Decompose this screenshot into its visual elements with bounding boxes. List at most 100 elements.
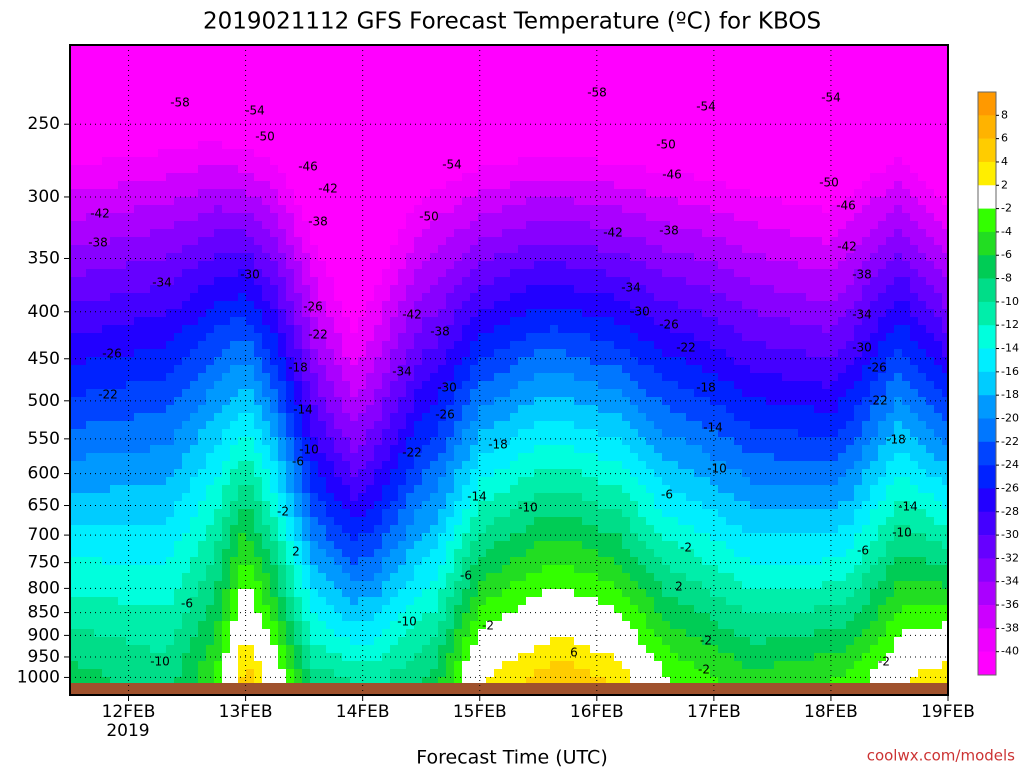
field-cell [222, 389, 231, 398]
field-cell [262, 589, 271, 598]
field-cell [206, 277, 215, 286]
field-cell [198, 77, 207, 86]
field-cell [510, 93, 519, 102]
field-cell [470, 325, 479, 334]
field-cell [246, 373, 255, 382]
field-cell [478, 269, 487, 278]
field-cell [118, 125, 127, 134]
field-cell [478, 101, 487, 110]
field-cell [446, 69, 455, 78]
field-cell [278, 549, 287, 558]
field-cell [414, 133, 423, 142]
field-cell [398, 437, 407, 446]
field-cell [406, 581, 415, 590]
field-cell [550, 253, 559, 262]
field-cell [78, 165, 87, 174]
field-cell [310, 197, 319, 206]
field-cell [166, 405, 175, 414]
field-cell [510, 637, 519, 646]
field-cell [302, 333, 311, 342]
field-cell [302, 445, 311, 454]
field-cell [438, 373, 447, 382]
field-cell [94, 141, 103, 150]
field-cell [374, 381, 383, 390]
field-cell [294, 173, 303, 182]
field-cell [326, 85, 335, 94]
field-cell [494, 309, 503, 318]
field-cell [246, 285, 255, 294]
field-cell [446, 661, 455, 670]
field-cell [518, 669, 527, 678]
field-cell [294, 237, 303, 246]
field-cell [334, 333, 343, 342]
field-cell [462, 645, 471, 654]
field-cell [190, 261, 199, 270]
field-cell [262, 253, 271, 262]
field-cell [182, 429, 191, 438]
field-cell [174, 365, 183, 374]
field-cell [198, 421, 207, 430]
field-cell [470, 293, 479, 302]
field-cell [78, 421, 87, 430]
field-cell [158, 181, 167, 190]
field-cell [542, 261, 551, 270]
field-cell [310, 565, 319, 574]
field-cell [430, 325, 439, 334]
field-cell [454, 229, 463, 238]
field-cell [126, 493, 135, 502]
field-cell [454, 453, 463, 462]
field-cell [278, 373, 287, 382]
field-cell [254, 221, 263, 230]
field-cell [470, 445, 479, 454]
field-cell [286, 381, 295, 390]
field-cell [246, 453, 255, 462]
field-cell [518, 613, 527, 622]
field-cell [206, 565, 215, 574]
field-cell [422, 461, 431, 470]
field-cell [126, 93, 135, 102]
field-cell [518, 101, 527, 110]
field-cell [366, 373, 375, 382]
field-cell [502, 357, 511, 366]
field-cell [382, 109, 391, 118]
field-cell [254, 197, 263, 206]
field-cell [246, 205, 255, 214]
field-cell [542, 181, 551, 190]
field-cell [342, 597, 351, 606]
field-cell [166, 133, 175, 142]
field-cell [462, 397, 471, 406]
field-cell [374, 77, 383, 86]
field-cell [310, 165, 319, 174]
field-cell [342, 389, 351, 398]
field-cell [174, 565, 183, 574]
field-cell [110, 69, 119, 78]
field-cell [494, 349, 503, 358]
field-cell [342, 149, 351, 158]
field-cell [206, 445, 215, 454]
field-cell [414, 565, 423, 574]
field-cell [134, 557, 143, 566]
field-cell [454, 85, 463, 94]
field-cell [142, 101, 151, 110]
field-cell [310, 621, 319, 630]
field-cell [198, 317, 207, 326]
field-cell [326, 349, 335, 358]
field-cell [278, 453, 287, 462]
field-cell [302, 405, 311, 414]
field-cell [526, 261, 535, 270]
field-cell [366, 165, 375, 174]
field-cell [182, 637, 191, 646]
field-cell [278, 581, 287, 590]
field-cell [278, 597, 287, 606]
field-cell [198, 245, 207, 254]
field-cell [70, 573, 79, 582]
field-cell [438, 533, 447, 542]
field-cell [470, 277, 479, 286]
field-cell [70, 125, 79, 134]
field-cell [118, 269, 127, 278]
field-cell [326, 373, 335, 382]
field-cell [486, 629, 495, 638]
field-cell [342, 533, 351, 542]
field-cell [342, 221, 351, 230]
field-cell [150, 413, 159, 422]
